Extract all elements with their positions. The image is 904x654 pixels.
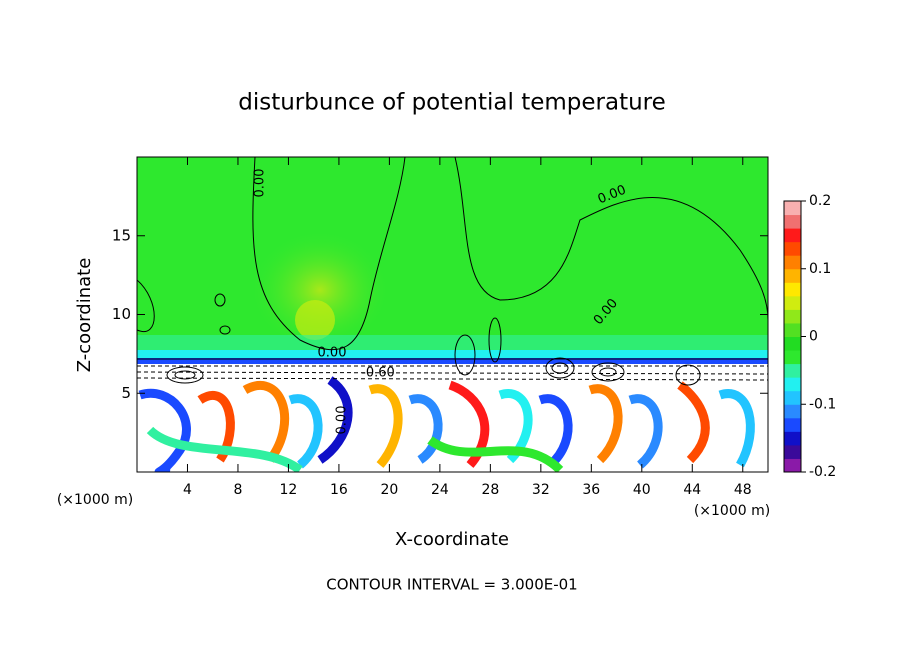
colorbar-segment bbox=[784, 268, 801, 283]
colorbar-tick-label: -0.1 bbox=[809, 396, 836, 412]
x-tick-label: 40 bbox=[633, 482, 651, 498]
colorbar-segment bbox=[784, 241, 801, 256]
colorbar-segment bbox=[784, 458, 801, 473]
contour-label: -0.60 bbox=[361, 366, 395, 381]
field bbox=[137, 157, 768, 472]
y-tick-label: 10 bbox=[112, 305, 131, 323]
colorbar-tick-label: 0.1 bbox=[809, 261, 831, 277]
contour-lines bbox=[137, 157, 768, 386]
colorbar-segment bbox=[784, 377, 801, 392]
colorbar-segment bbox=[784, 255, 801, 270]
x-tick-label: 28 bbox=[481, 482, 499, 498]
x-tick-label: 36 bbox=[582, 482, 600, 498]
colorbar-segment bbox=[784, 322, 801, 337]
colorbar-segment bbox=[784, 309, 801, 324]
x-tick-label: 44 bbox=[683, 482, 701, 498]
colorbar-segment bbox=[784, 431, 801, 446]
colorbar-segment bbox=[784, 390, 801, 405]
x-tick-label: 48 bbox=[734, 482, 752, 498]
field-swirls bbox=[138, 376, 755, 472]
x-tick-label: 4 bbox=[183, 482, 192, 498]
colorbar-segment bbox=[784, 336, 801, 351]
contour-label: 0.00 bbox=[318, 346, 347, 361]
y-axis-label: Z-coordinate bbox=[74, 258, 95, 373]
field-shape bbox=[137, 358, 768, 364]
colorbar-segment bbox=[784, 201, 801, 216]
colorbar-segment bbox=[784, 228, 801, 243]
field-shape bbox=[250, 230, 390, 350]
colorbar-tick-label: 0 bbox=[809, 329, 818, 345]
colorbar-tick-label: 0.2 bbox=[809, 193, 831, 209]
field-shape bbox=[295, 300, 335, 340]
chart-title: disturbunce of potential temperature bbox=[238, 90, 666, 116]
x-tick-label: 12 bbox=[280, 482, 298, 498]
x-unit-label: (×1000 m) bbox=[57, 492, 133, 508]
colorbar-segment bbox=[784, 214, 801, 229]
x-tick-label: 24 bbox=[431, 482, 449, 498]
colorbar-segment bbox=[784, 417, 801, 432]
x-tick-label: 20 bbox=[380, 482, 398, 498]
contour-label: 0.00 bbox=[335, 406, 350, 435]
y-tick-label: 15 bbox=[112, 226, 131, 244]
colorbar-segment bbox=[784, 295, 801, 310]
x-axis-label: X-coordinate bbox=[395, 529, 509, 550]
colorbar-tick-label: -0.2 bbox=[809, 464, 836, 480]
x-unit-label: (×1000 m) bbox=[694, 503, 770, 519]
x-tick-label: 16 bbox=[330, 482, 348, 498]
colorbar-segment bbox=[784, 282, 801, 297]
colorbar-segment bbox=[784, 444, 801, 459]
x-tick-label: 32 bbox=[532, 482, 550, 498]
colorbar-segment bbox=[784, 404, 801, 419]
contour-label: 0.00 bbox=[253, 169, 268, 198]
annotation: CONTOUR INTERVAL = 3.000E-01 bbox=[326, 576, 577, 594]
field-shape bbox=[137, 350, 768, 360]
x-tick-label: 8 bbox=[233, 482, 242, 498]
colorbar-segment bbox=[784, 363, 801, 378]
colorbar-segment bbox=[784, 350, 801, 365]
y-tick-label: 5 bbox=[121, 384, 131, 402]
